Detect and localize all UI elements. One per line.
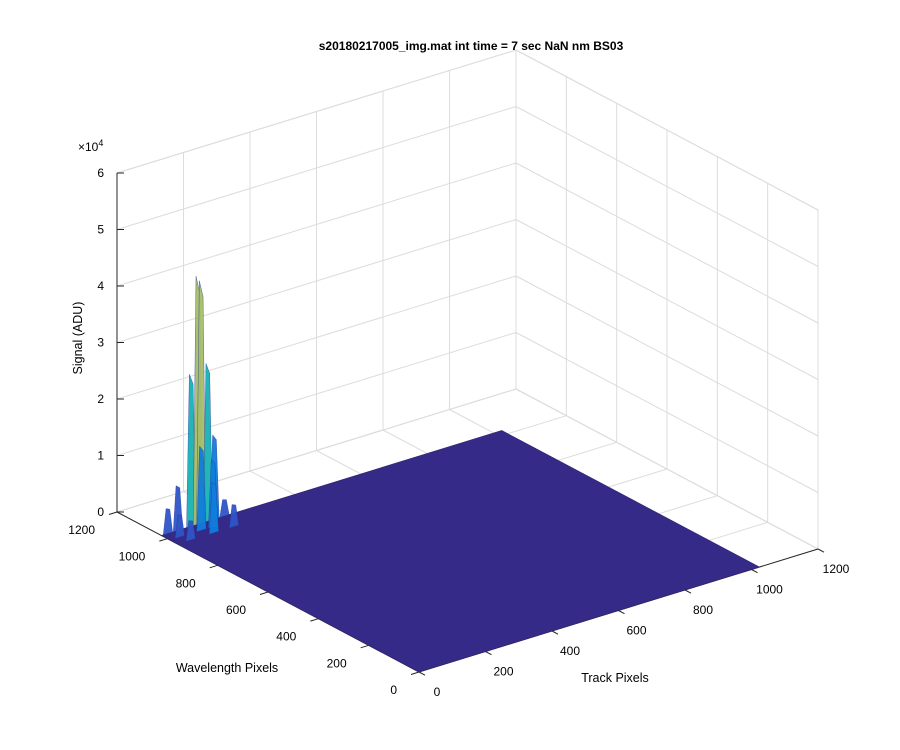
z-tick-label: 4 xyxy=(97,279,104,293)
z-axis-label: Signal (ADU) xyxy=(71,302,85,375)
y-tick-mark xyxy=(209,564,218,569)
y-tick-label: 400 xyxy=(276,630,296,644)
box-edge xyxy=(116,49,517,174)
z-exponent-label: ×104 xyxy=(78,138,103,154)
x-tick-mark xyxy=(551,630,559,635)
x-tick-label: 0 xyxy=(434,685,441,699)
chart-title: s20180217005_img.mat int time = 7 sec Na… xyxy=(319,39,624,53)
surface-peak xyxy=(229,504,239,529)
y-tick-mark xyxy=(259,591,269,595)
grid-line-back-z xyxy=(116,219,517,343)
box-edge xyxy=(116,388,517,513)
x-tick-label: 200 xyxy=(493,665,513,679)
surface-peak xyxy=(163,508,173,536)
y-tick-mark xyxy=(310,618,319,622)
grid-line-back-z xyxy=(116,106,517,230)
y-tick-mark xyxy=(108,511,118,515)
grid-line-side-z xyxy=(515,106,819,267)
surface-layer xyxy=(160,276,761,673)
z-tick-label: 6 xyxy=(97,166,104,180)
x-tick-mark xyxy=(684,589,692,594)
grid-line-side-z xyxy=(515,275,819,437)
tick-layer: 0200400600800100012000200400600800100012… xyxy=(68,166,849,699)
x-tick-label: 600 xyxy=(626,624,646,638)
grid-line-back-z xyxy=(116,332,517,456)
surface-peak xyxy=(185,520,196,542)
y-tick-mark xyxy=(159,538,168,542)
y-tick-mark xyxy=(360,644,369,649)
surface-peak xyxy=(219,499,230,518)
y-tick-mark xyxy=(410,671,420,675)
z-tick-label: 2 xyxy=(97,392,104,406)
grid-line-back-z xyxy=(116,275,517,400)
z-tick-label: 1 xyxy=(97,449,104,463)
grid-line-side-z xyxy=(515,219,819,380)
y-tick-label: 1000 xyxy=(119,550,146,564)
x-tick-label: 1000 xyxy=(756,583,783,597)
y-tick-label: 0 xyxy=(390,683,397,697)
z-tick-label: 5 xyxy=(97,223,104,237)
grid-line-side-z xyxy=(515,332,819,493)
surface-floor xyxy=(160,430,761,673)
grid-line-side-z xyxy=(515,162,819,324)
x-tick-mark xyxy=(817,548,825,553)
x-tick-mark xyxy=(485,651,492,656)
y-tick-label: 800 xyxy=(176,576,196,590)
z-tick-label: 3 xyxy=(97,336,104,350)
x-tick-mark xyxy=(751,569,758,574)
x-tick-label: 400 xyxy=(560,644,580,658)
box-edge xyxy=(515,388,819,550)
x-tick-label: 1200 xyxy=(823,562,850,576)
y-tick-label: 600 xyxy=(226,603,246,617)
surface-peak xyxy=(209,482,219,535)
z-tick-label: 0 xyxy=(97,505,104,519)
x-tick-mark xyxy=(418,671,426,676)
y-tick-label: 200 xyxy=(327,656,347,670)
x-tick-label: 800 xyxy=(693,603,713,617)
grid-line-back-z xyxy=(116,162,517,287)
surface-peak xyxy=(196,445,207,532)
x-axis-label: Track Pixels xyxy=(581,671,649,685)
y-axis-label: Wavelength Pixels xyxy=(176,661,278,675)
y-tick-label: 1200 xyxy=(68,523,95,537)
box-edge xyxy=(515,49,819,211)
x-tick-mark xyxy=(618,610,625,615)
surface-peak xyxy=(174,514,185,539)
